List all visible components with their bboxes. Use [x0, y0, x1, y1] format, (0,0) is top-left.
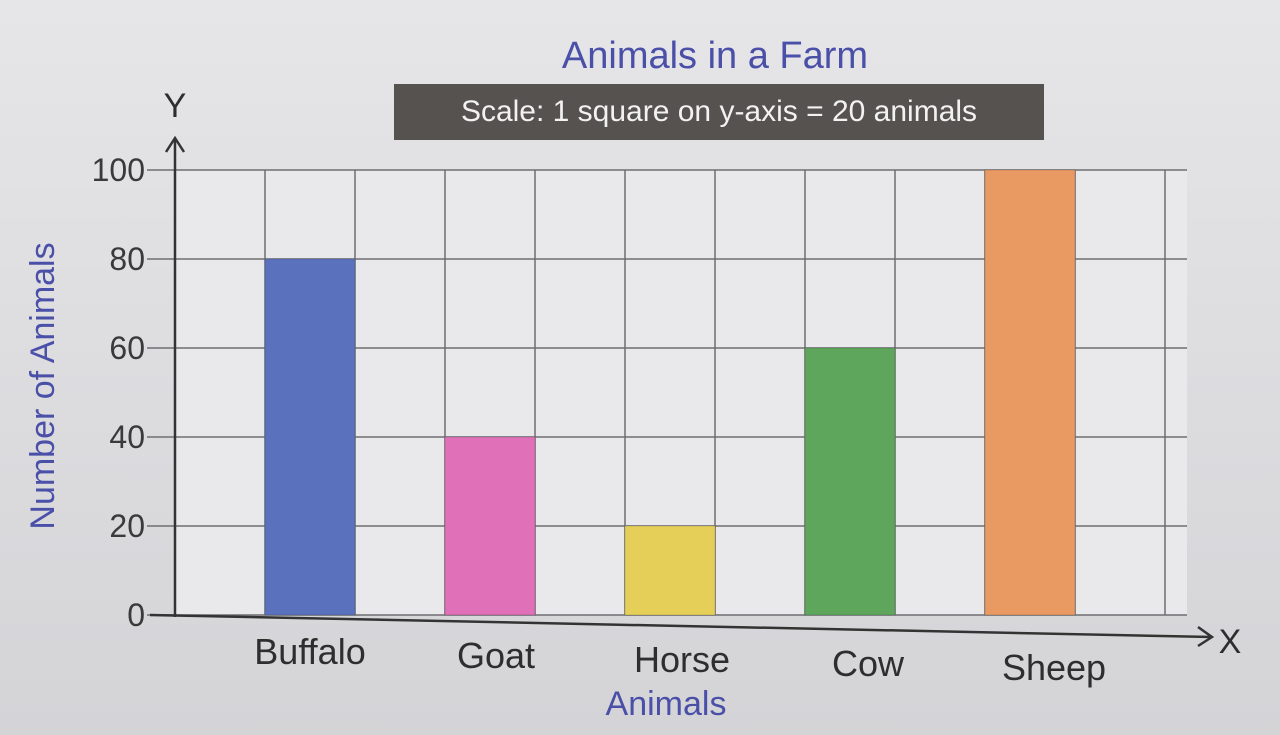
- y-tick-label: 60: [109, 330, 145, 366]
- bar-buffalo: [264, 258, 356, 616]
- chart-bars: [264, 169, 1076, 616]
- x-tick-label: Horse: [634, 639, 730, 680]
- scale-note-text: Scale: 1 square on y-axis = 20 animals: [461, 95, 977, 128]
- y-tick-label: 0: [127, 597, 145, 633]
- y-tick-label: 100: [92, 152, 145, 188]
- bar-cow: [804, 347, 896, 616]
- x-tick-label: Sheep: [1002, 647, 1106, 688]
- x-axis-title: Animals: [606, 685, 727, 723]
- x-tick-label: Buffalo: [254, 631, 365, 672]
- y-axis-letter: Y: [164, 87, 187, 125]
- scale-note-background: [394, 84, 1044, 140]
- y-tick-labels: 0 20 40 60 80 100: [92, 152, 145, 633]
- chart-title: Animals in a Farm: [562, 35, 868, 77]
- chart-axes: [149, 135, 1215, 648]
- y-axis-title: Number of Animals: [24, 242, 62, 529]
- bar-horse: [624, 525, 716, 616]
- bar-goat: [444, 436, 536, 616]
- x-tick-label: Goat: [457, 635, 535, 676]
- y-tick-label: 20: [109, 508, 145, 544]
- y-tick-label: 80: [109, 241, 145, 277]
- x-tick-label: Cow: [832, 643, 905, 684]
- x-axis-arrow: [1197, 625, 1215, 648]
- y-tick-label: 40: [109, 419, 145, 455]
- x-axis-letter: X: [1219, 623, 1242, 661]
- x-axis-line: [149, 613, 1213, 639]
- y-axis-arrow: [164, 135, 186, 153]
- scale-note: Scale: 1 square on y-axis = 20 animals: [394, 84, 1044, 140]
- bar-sheep: [984, 169, 1076, 616]
- x-category-labels: Buffalo Goat Horse Cow Sheep: [254, 631, 1106, 688]
